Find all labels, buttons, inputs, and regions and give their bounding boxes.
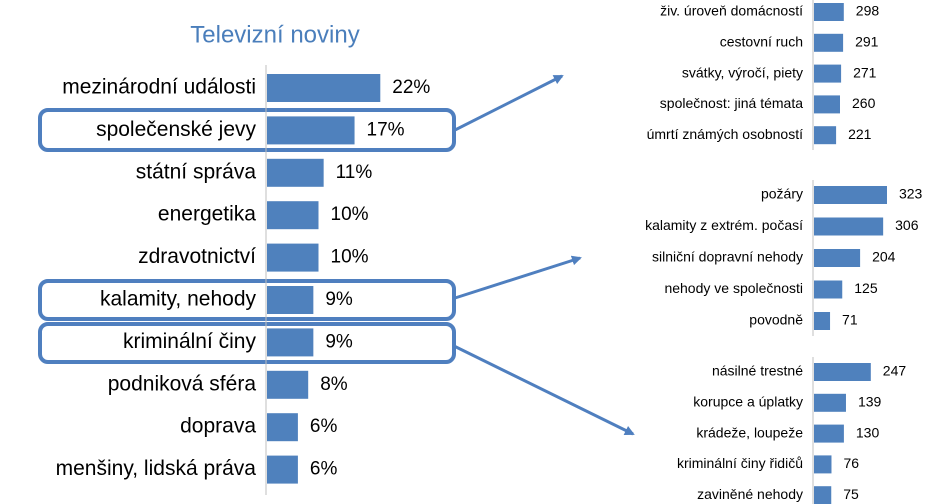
value-label: 76 bbox=[843, 455, 859, 471]
bar bbox=[267, 370, 309, 399]
bar bbox=[267, 116, 355, 145]
chart-title: Televizní noviny bbox=[190, 21, 359, 48]
value-label: 260 bbox=[852, 95, 876, 111]
bar bbox=[814, 393, 846, 412]
category-label: úmrtí známých osobností bbox=[647, 126, 804, 142]
category-label: nehody ve společnosti bbox=[664, 280, 803, 296]
bar bbox=[267, 413, 298, 442]
category-label: podniková sféra bbox=[108, 372, 257, 395]
bar bbox=[267, 328, 314, 357]
bar bbox=[267, 201, 319, 230]
value-label: 298 bbox=[856, 3, 880, 19]
category-label: kalamity z extrém. počasí bbox=[645, 217, 803, 233]
category-label: korupce a úplatky bbox=[693, 394, 803, 410]
value-label: 17% bbox=[367, 119, 405, 140]
value-label: 306 bbox=[895, 217, 919, 233]
value-label: 247 bbox=[883, 363, 907, 379]
bar bbox=[267, 243, 319, 272]
value-label: 271 bbox=[853, 64, 877, 80]
bar bbox=[814, 64, 842, 83]
category-label: energetika bbox=[158, 203, 256, 226]
value-label: 6% bbox=[310, 459, 338, 480]
value-label: 291 bbox=[855, 34, 879, 50]
category-label: společenské jevy bbox=[96, 118, 256, 141]
category-label: kriminální činy bbox=[123, 330, 257, 353]
value-label: 6% bbox=[310, 416, 338, 437]
category-label: mezinárodní události bbox=[62, 76, 256, 99]
value-label: 125 bbox=[854, 280, 878, 296]
value-label: 139 bbox=[858, 394, 882, 410]
bar bbox=[814, 217, 884, 236]
category-label: silniční dopravní nehody bbox=[652, 249, 803, 265]
bar bbox=[814, 3, 844, 21]
category-label: požáry bbox=[761, 186, 803, 202]
bar bbox=[814, 249, 861, 267]
bar bbox=[814, 95, 840, 114]
bar bbox=[814, 424, 844, 443]
arrow bbox=[454, 255, 582, 300]
value-label: 75 bbox=[843, 486, 859, 502]
arrow bbox=[454, 74, 564, 132]
category-label: cestovní ruch bbox=[720, 34, 803, 50]
arrow bbox=[453, 344, 635, 436]
bar bbox=[267, 286, 314, 314]
highlight-box bbox=[38, 322, 456, 364]
bar bbox=[814, 455, 832, 474]
category-label: násilné trestné bbox=[712, 363, 803, 379]
bar bbox=[814, 363, 871, 381]
value-label: 71 bbox=[842, 312, 858, 328]
value-label: 11% bbox=[336, 162, 373, 183]
category-label: kalamity, nehody bbox=[100, 288, 257, 311]
value-label: 323 bbox=[899, 186, 923, 202]
category-label: společnost: jiná témata bbox=[660, 95, 803, 111]
bar bbox=[814, 186, 887, 204]
value-label: 8% bbox=[320, 374, 348, 395]
bar bbox=[814, 312, 831, 330]
category-label: povodně bbox=[749, 312, 803, 328]
value-label: 22% bbox=[392, 77, 430, 98]
value-label: 130 bbox=[856, 424, 880, 440]
category-label: zaviněné nehody bbox=[697, 486, 803, 502]
category-label: státní správa bbox=[136, 160, 257, 183]
highlight-box bbox=[38, 279, 456, 321]
bar bbox=[814, 126, 837, 145]
value-label: 9% bbox=[325, 289, 353, 310]
value-label: 10% bbox=[331, 204, 369, 225]
category-label: svátky, výročí, piety bbox=[682, 64, 803, 80]
bar bbox=[267, 74, 381, 102]
bar bbox=[814, 33, 844, 52]
highlight-box bbox=[38, 108, 456, 152]
category-label: kriminální činy řidičů bbox=[677, 455, 803, 471]
value-label: 204 bbox=[872, 249, 896, 265]
value-label: 221 bbox=[848, 126, 872, 142]
bar bbox=[814, 486, 832, 504]
bar bbox=[267, 158, 324, 187]
bar bbox=[814, 280, 843, 299]
value-label: 9% bbox=[325, 331, 353, 352]
value-label: 10% bbox=[331, 247, 369, 268]
category-label: živ. úroveň domácností bbox=[660, 3, 803, 19]
category-label: menšiny, lidská práva bbox=[56, 457, 257, 480]
bar bbox=[267, 455, 298, 484]
category-label: doprava bbox=[180, 415, 256, 438]
category-label: zdravotnictví bbox=[138, 245, 256, 268]
category-label: krádeže, loupeže bbox=[696, 424, 803, 440]
